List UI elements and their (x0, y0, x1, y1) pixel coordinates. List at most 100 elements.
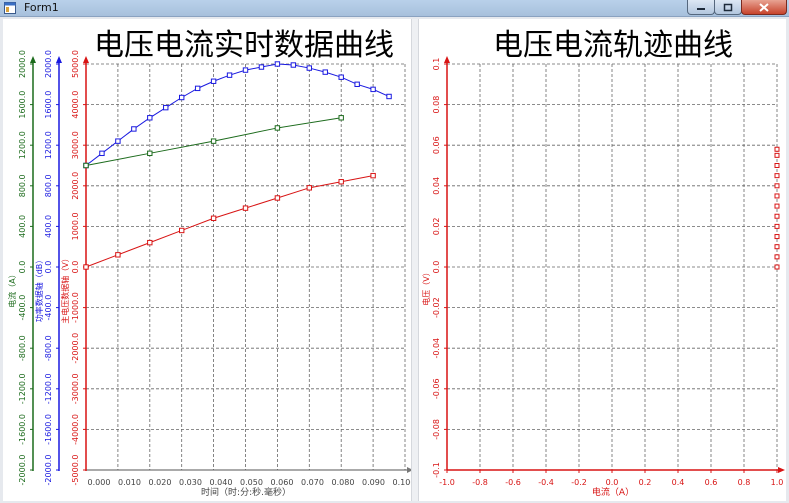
trajectory-data-point (774, 152, 780, 158)
current-axis-label: 电流（A） (7, 270, 17, 307)
x-tick-label: 0.040 (210, 478, 233, 487)
form-icon (4, 2, 16, 14)
trajectory-data-point (774, 173, 780, 179)
voltage-data-point (370, 172, 376, 179)
trajectory-chart[interactable]: 电压电流轨迹曲线 -0.1 -0.08 -0.06 -0.04 -0.02 0.0 0.02 0… (417, 19, 786, 501)
trajectory-data-point (774, 193, 780, 199)
current-axis-tick-label: -1600.0 (18, 414, 27, 445)
power-axis-tick-label: -2000.0 (44, 455, 53, 486)
x-tick-label: 0.8 (738, 478, 751, 487)
x-tick-label: 1.0 (771, 478, 784, 487)
x-tick-label: 0.090 (362, 478, 385, 487)
power-data-point (179, 94, 185, 101)
x-tick-label: 0.4 (672, 478, 685, 487)
trajectory-data-point (774, 163, 780, 168)
trajectory-data-point (774, 264, 780, 270)
voltage-data-point (242, 205, 249, 211)
power-data-point (99, 150, 105, 157)
current-axis-tick-label: -400.0 (18, 295, 27, 321)
voltage-axis-arrow-icon (83, 56, 89, 63)
voltage-axis-tick-label: 3000.0 (71, 131, 80, 159)
power-data-point (131, 126, 137, 132)
maximize-icon (723, 3, 733, 11)
voltage-data-point (179, 227, 185, 234)
power-data-point (210, 78, 217, 84)
power-data-point (354, 81, 360, 87)
x-tick-label: 0.010 (118, 478, 141, 487)
voltage-axis-tick-label: 1000.0 (71, 212, 80, 240)
y-axis-arrow-icon (444, 56, 450, 63)
x-tick-label: -0.8 (472, 478, 488, 487)
x-axis-arrow-icon (407, 467, 411, 473)
power-data-point (338, 74, 344, 80)
voltage-data-point (115, 252, 121, 258)
power-data-point (115, 138, 121, 144)
title-bar[interactable]: Form1 (0, 0, 789, 17)
current-axis-arrow-icon (30, 56, 36, 63)
power-axis-arrow-icon (56, 56, 62, 63)
power-axis-label: 功率数据轴（dB） (34, 256, 44, 323)
trajectory-data-point (774, 146, 780, 152)
voltage-axis-tick-label: -5000.0 (71, 455, 80, 486)
current-axis-tick-label: -2000.0 (18, 455, 27, 486)
x-tick-label: 0.020 (149, 478, 172, 487)
power-data-point (226, 72, 233, 78)
y-tick-label: 0.1 (432, 58, 441, 71)
voltage-data-point (210, 215, 217, 221)
trajectory-data-point (774, 213, 780, 219)
power-axis-tick-label: -1600.0 (44, 414, 53, 445)
chart-title: 电压电流轨迹曲线 (493, 28, 733, 63)
trajectory-data-point (774, 244, 780, 250)
x-tick-label: 0.2 (639, 478, 652, 487)
minimize-icon (697, 8, 705, 10)
y-tick-label: -0.06 (432, 378, 441, 399)
voltage-axis-tick-label: 0.0 (71, 261, 80, 274)
y-tick-label: 0.04 (432, 177, 441, 195)
power-axis-tick-label: 400.0 (44, 215, 53, 238)
x-tick-label: 0.070 (301, 478, 324, 487)
close-button[interactable] (741, 0, 787, 15)
voltage-data-point (274, 195, 281, 201)
power-data-point (163, 104, 169, 111)
current-data-point (210, 138, 217, 144)
x-tick-label: 0.030 (179, 478, 202, 487)
voltage-axis-tick-label: 4000.0 (71, 91, 80, 119)
current-data-point (83, 162, 89, 169)
y-tick-label: 0.08 (432, 96, 441, 114)
power-axis-tick-label: -1200.0 (44, 373, 53, 404)
power-data-point (242, 67, 249, 73)
trajectory-data-point (774, 254, 780, 260)
x-axis-label: 电流（A） (592, 486, 634, 498)
current-axis-tick-label: -800.0 (18, 335, 27, 361)
power-data-point (322, 69, 328, 75)
y-tick-label: -0.1 (432, 462, 441, 478)
y-tick-label: -0.08 (432, 419, 441, 440)
x-tick-label: -0.2 (571, 478, 587, 487)
minimize-button[interactable] (687, 0, 715, 15)
power-axis-tick-label: 1600.0 (44, 91, 53, 119)
voltage-axis-tick-label: -1000.0 (71, 292, 80, 323)
maximize-button[interactable] (714, 0, 742, 15)
current-axis-tick-label: 1200.0 (18, 131, 27, 159)
x-tick-label: 0.080 (332, 478, 355, 487)
voltage-data-point (83, 264, 89, 270)
x-tick-label: -0.4 (538, 478, 554, 487)
power-axis-tick-label: -800.0 (44, 335, 53, 361)
window-title: Form1 (24, 1, 59, 14)
splitter[interactable] (411, 19, 419, 501)
power-axis-tick-label: 0.0 (44, 261, 53, 274)
y-tick-label: 0.02 (432, 217, 441, 235)
voltage-axis-tick-label: 2000.0 (71, 172, 80, 200)
x-tick-label: 0.050 (240, 478, 263, 487)
x-tick-label: 0.6 (705, 478, 718, 487)
current-axis-tick-label: 800.0 (18, 174, 27, 197)
current-axis-tick-label: -1200.0 (18, 373, 27, 404)
power-axis-tick-label: 2000.0 (44, 50, 53, 78)
x-axis-arrow-icon (778, 467, 785, 473)
trajectory-data-point (774, 223, 780, 229)
power-axis-tick-label: 800.0 (44, 174, 53, 197)
y-tick-label: 0.06 (432, 136, 441, 154)
x-tick-label: 0.100 (393, 478, 411, 487)
